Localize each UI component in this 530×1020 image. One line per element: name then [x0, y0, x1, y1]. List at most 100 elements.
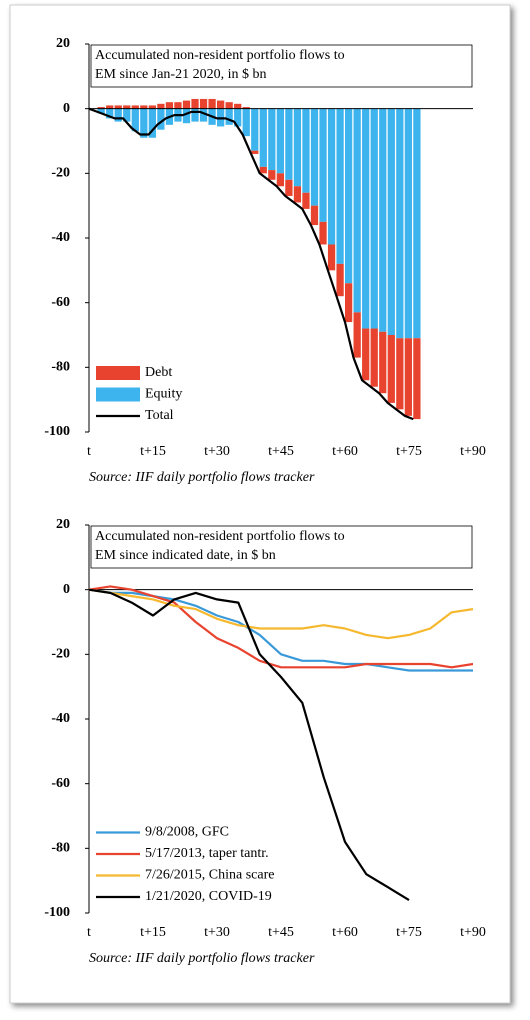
x-tick-label: t+15	[140, 444, 166, 459]
x-tick-label: t	[87, 925, 91, 940]
legend-swatch	[96, 387, 140, 402]
line	[88, 107, 414, 421]
bar	[97, 107, 105, 109]
bar	[319, 221, 327, 245]
x-tick-label: t+90	[460, 444, 486, 459]
bar	[268, 170, 276, 180]
y-tick-label: -20	[51, 647, 70, 662]
legend-label: 5/17/2013, taper tantr.	[145, 846, 269, 861]
bar	[362, 108, 370, 329]
legend-label: Debt	[145, 365, 172, 380]
x-tick-label: t+90	[460, 925, 486, 940]
source: Source: IIF daily portfolio flows tracke…	[89, 470, 315, 485]
bar	[353, 108, 361, 313]
bar	[234, 103, 242, 109]
bar	[131, 108, 139, 132]
legend-label: Equity	[145, 387, 182, 402]
bar	[276, 108, 284, 174]
bar	[293, 186, 302, 203]
legend-label: 9/8/2008, GFC	[145, 825, 229, 840]
x-tick-label: t	[87, 444, 91, 459]
bar	[199, 98, 208, 109]
y-tick-label: -80	[51, 841, 70, 856]
bar	[242, 108, 250, 137]
bar	[251, 150, 259, 154]
bar	[285, 108, 293, 180]
line	[88, 588, 474, 640]
bar	[182, 108, 191, 124]
bar	[387, 108, 395, 336]
x-tick-label: t+60	[332, 925, 358, 940]
bar	[225, 102, 233, 109]
bar	[242, 107, 250, 109]
bar	[396, 108, 404, 339]
bar	[191, 98, 199, 109]
bar	[379, 331, 387, 394]
x-tick-label: t+30	[204, 925, 230, 940]
y-tick-label: -60	[51, 776, 70, 791]
y-tick-label: 20	[56, 36, 70, 51]
chart-title: Accumulated non-resident portfolio flows…	[95, 48, 345, 63]
bar	[106, 105, 114, 109]
bar	[310, 108, 319, 206]
bar	[404, 338, 412, 416]
y-tick-label: -40	[51, 230, 70, 245]
bar	[251, 108, 259, 151]
bar	[114, 108, 122, 122]
bar	[362, 328, 370, 381]
bar	[327, 108, 336, 245]
y-tick-label: -20	[51, 166, 70, 181]
bar	[123, 105, 131, 109]
bar	[353, 312, 361, 358]
bar	[259, 108, 267, 167]
bar	[327, 244, 336, 271]
bar	[114, 105, 122, 109]
line	[88, 588, 410, 902]
bar	[413, 108, 421, 339]
bar	[336, 108, 344, 264]
bar	[140, 105, 148, 109]
source: Source: IIF daily portfolio flows tracke…	[89, 951, 315, 966]
title-box	[90, 525, 473, 569]
bar	[319, 108, 327, 222]
bar	[199, 108, 208, 122]
bar	[345, 108, 353, 284]
x-tick-label: t+75	[396, 444, 422, 459]
y-tick-label: -60	[51, 295, 70, 310]
x-tick-label: t+30	[204, 444, 230, 459]
bar	[310, 205, 319, 226]
bar	[148, 108, 156, 138]
bar	[293, 108, 302, 187]
bar	[336, 263, 344, 297]
bar	[182, 100, 191, 109]
legend-label: 1/21/2020, COVID-19	[145, 889, 272, 904]
y-tick-label: -100	[44, 905, 70, 920]
bar	[131, 105, 139, 109]
bar	[123, 108, 131, 122]
legend-label: Total	[145, 408, 174, 423]
bar	[285, 179, 293, 196]
x-tick-label: t+75	[396, 925, 422, 940]
chart-title: EM since indicated date, in $ bn	[95, 548, 276, 563]
legend-label: 7/26/2015, China scare	[145, 868, 274, 883]
bar	[157, 103, 165, 109]
bar	[140, 108, 148, 138]
x-tick-label: t+45	[268, 925, 294, 940]
bar	[191, 108, 199, 122]
x-tick-label: t+60	[332, 444, 358, 459]
legend-swatch	[96, 366, 140, 380]
bar	[379, 108, 387, 332]
bar	[268, 108, 276, 171]
bar	[234, 108, 242, 127]
bar	[217, 100, 225, 109]
bar	[302, 108, 310, 193]
y-tick-label: -80	[51, 360, 70, 375]
bar	[370, 108, 378, 329]
y-tick-label: 0	[63, 101, 70, 116]
bar	[106, 108, 114, 119]
x-tick-label: t+45	[268, 444, 294, 459]
chart-title: Accumulated non-resident portfolio flows…	[95, 529, 345, 544]
bar	[345, 283, 353, 323]
